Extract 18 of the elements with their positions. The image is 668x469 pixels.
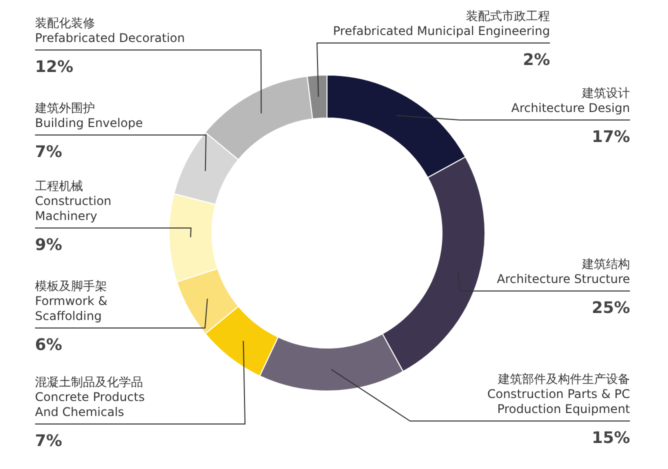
slice-label: 模板及脚手架 Formwork & Scaffolding [35, 279, 108, 323]
data-label: 12% [35, 57, 74, 76]
slice-label: 工程机械 Construction Machinery [35, 179, 112, 223]
slice-label: 装配式市政工程 Prefabricated Municipal Engineering [333, 9, 550, 38]
data-label: 17% [592, 127, 630, 146]
slice-label: 装配化装修 Prefabricated Decoration [35, 16, 185, 45]
data-label: 15% [592, 428, 630, 447]
data-label: 7% [35, 142, 62, 161]
slice-label: 建筑设计 Architecture Design [511, 86, 630, 115]
data-label: 9% [35, 235, 62, 254]
data-label: 2% [522, 50, 550, 69]
data-label: 6% [35, 335, 62, 354]
data-label: 25% [592, 298, 630, 317]
data-label: 7% [35, 431, 62, 450]
slice-label: 建筑部件及构件生产设备 Construction Parts & PC Production Equipment [487, 372, 630, 416]
slice-label: 建筑结构 Architecture Structure [496, 257, 630, 286]
slice-label: 混凝土制品及化学品 Concrete Products And Chemicals [35, 375, 145, 419]
slice-label: 建筑外围护 Building Envelope [34, 101, 143, 130]
